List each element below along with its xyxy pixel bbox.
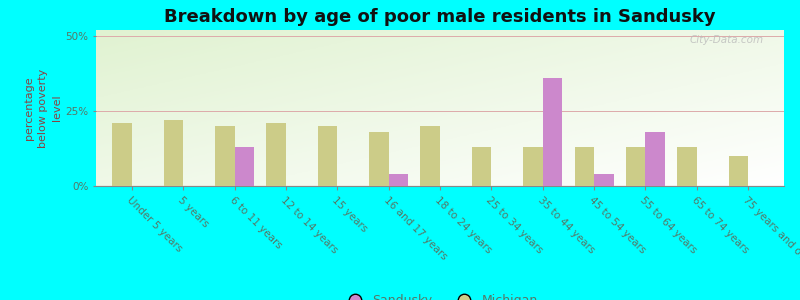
Bar bbox=[646, 132, 665, 186]
Bar bbox=[215, 126, 234, 186]
Bar bbox=[523, 147, 542, 186]
Bar bbox=[234, 147, 254, 186]
Bar bbox=[318, 126, 338, 186]
Bar bbox=[266, 123, 286, 186]
Bar bbox=[574, 147, 594, 186]
Y-axis label: percentage
below poverty
level: percentage below poverty level bbox=[25, 68, 62, 148]
Bar bbox=[389, 174, 408, 186]
Text: City-Data.com: City-Data.com bbox=[690, 35, 763, 45]
Bar bbox=[678, 147, 697, 186]
Bar bbox=[626, 147, 646, 186]
Bar bbox=[729, 156, 748, 186]
Legend: Sandusky, Michigan: Sandusky, Michigan bbox=[338, 289, 542, 300]
Bar bbox=[421, 126, 440, 186]
Bar bbox=[164, 120, 183, 186]
Title: Breakdown by age of poor male residents in Sandusky: Breakdown by age of poor male residents … bbox=[164, 8, 716, 26]
Bar bbox=[542, 78, 562, 186]
Bar bbox=[594, 174, 614, 186]
Bar bbox=[113, 123, 132, 186]
Bar bbox=[472, 147, 491, 186]
Bar bbox=[369, 132, 389, 186]
